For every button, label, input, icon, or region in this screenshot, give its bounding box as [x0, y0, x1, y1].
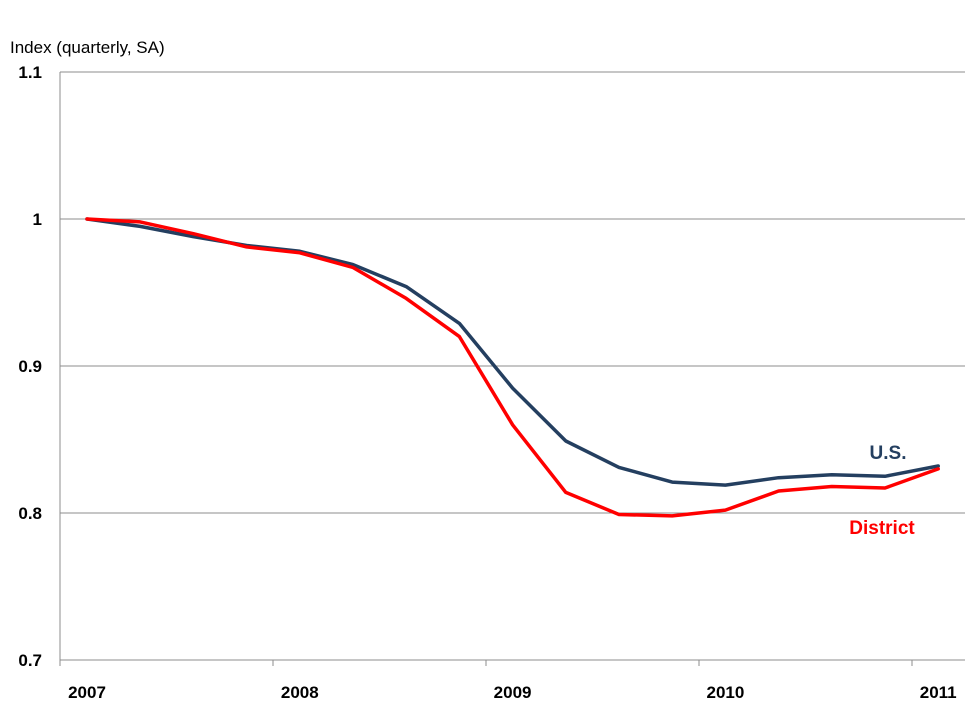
y-axis-title: Index (quarterly, SA) [10, 38, 165, 57]
x-tick-label: 2009 [494, 683, 532, 702]
series-label-district: District [849, 518, 915, 539]
y-tick-label: 0.9 [18, 357, 42, 376]
x-tick-label: 2008 [281, 683, 319, 702]
series-lines [85, 217, 940, 518]
y-tick-label: 0.8 [18, 504, 42, 523]
x-tick-label: 2011 [920, 683, 957, 702]
series-line-district [85, 217, 940, 518]
y-tick-label: 1.1 [18, 63, 42, 82]
series-labels: U.S. District [849, 443, 915, 539]
gridlines [60, 71, 965, 514]
series-label-us: U.S. [870, 443, 907, 464]
x-tick-label: 2007 [68, 683, 106, 702]
y-tick-label: 1 [33, 210, 42, 229]
y-tick-label: 0.7 [18, 651, 42, 670]
y-tick-labels: 0.7 0.8 0.9 1 1.1 [18, 63, 42, 670]
x-tick-label: 2010 [706, 683, 744, 702]
x-tick-labels: 2007 2008 2009 2010 2011 [68, 683, 957, 702]
axes [59, 72, 965, 666]
series-line-us [85, 217, 940, 487]
